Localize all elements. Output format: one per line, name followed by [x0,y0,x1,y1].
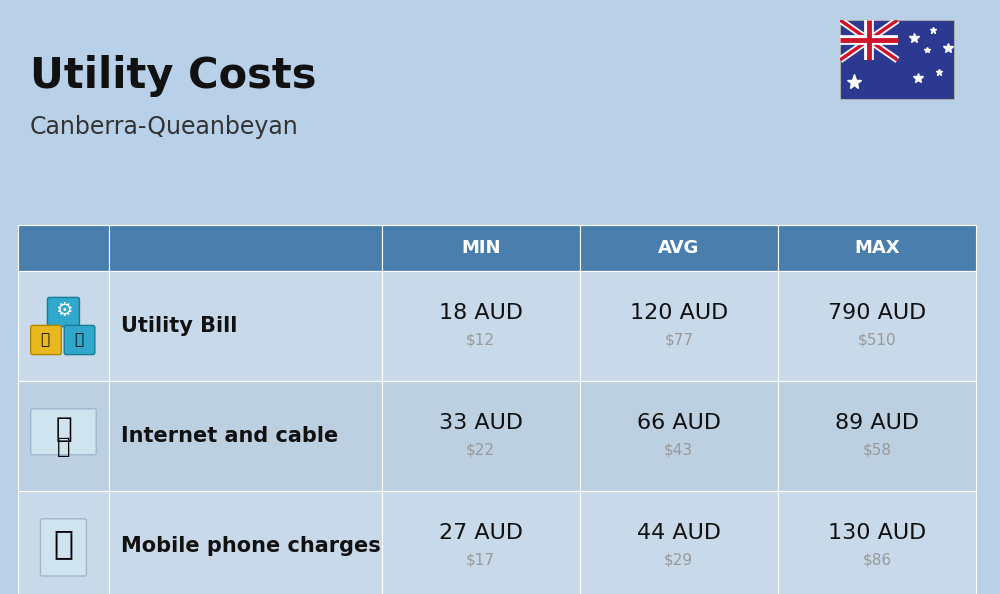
Bar [580,225,778,271]
Text: AVG: AVG [658,239,699,257]
Text: Utility Bill: Utility Bill [121,316,237,336]
Text: $12: $12 [466,333,495,348]
Bar [778,225,976,271]
Text: $58: $58 [862,443,891,458]
Bar [382,491,580,594]
Text: $77: $77 [664,333,693,348]
Bar [778,491,976,594]
Text: $17: $17 [466,553,495,568]
Text: $29: $29 [664,553,693,568]
Text: 120 AUD: 120 AUD [630,303,728,323]
Text: MIN: MIN [461,239,500,257]
Text: 790 AUD: 790 AUD [828,303,926,323]
Text: $86: $86 [862,553,891,568]
Bar [382,381,580,491]
Text: Mobile phone charges: Mobile phone charges [121,536,381,556]
Text: 130 AUD: 130 AUD [828,523,926,543]
Bar [18,491,109,594]
Bar [18,225,109,271]
Bar [778,271,976,381]
Text: 📶: 📶 [55,415,72,443]
Text: ⚙: ⚙ [55,301,72,320]
FancyBboxPatch shape [40,519,86,576]
Bar [778,381,976,491]
Bar [109,381,382,491]
Bar [382,271,580,381]
Text: 33 AUD: 33 AUD [439,413,523,433]
Text: 🚿: 🚿 [74,333,83,347]
Text: 📱: 📱 [53,527,73,560]
Text: $510: $510 [858,333,896,348]
Bar [109,225,382,271]
Text: 🖥: 🖥 [57,437,70,457]
Text: $22: $22 [466,443,495,458]
Text: 89 AUD: 89 AUD [835,413,919,433]
Text: 🔌: 🔌 [41,333,50,347]
FancyBboxPatch shape [31,326,61,355]
FancyBboxPatch shape [31,409,96,455]
Bar [109,491,382,594]
Bar [18,271,109,381]
Bar [382,225,580,271]
Bar [580,271,778,381]
Text: Utility Costs: Utility Costs [30,55,316,97]
Bar [580,491,778,594]
Bar [109,271,382,381]
Text: 44 AUD: 44 AUD [637,523,721,543]
Bar [580,381,778,491]
Text: $43: $43 [664,443,693,458]
Text: Canberra-Queanbeyan: Canberra-Queanbeyan [30,115,299,139]
Bar [18,381,109,491]
Text: 18 AUD: 18 AUD [439,303,523,323]
FancyBboxPatch shape [47,298,79,327]
Text: 66 AUD: 66 AUD [637,413,721,433]
Text: Internet and cable: Internet and cable [121,426,338,446]
Text: 27 AUD: 27 AUD [439,523,523,543]
Text: MAX: MAX [854,239,900,257]
FancyBboxPatch shape [64,326,95,355]
